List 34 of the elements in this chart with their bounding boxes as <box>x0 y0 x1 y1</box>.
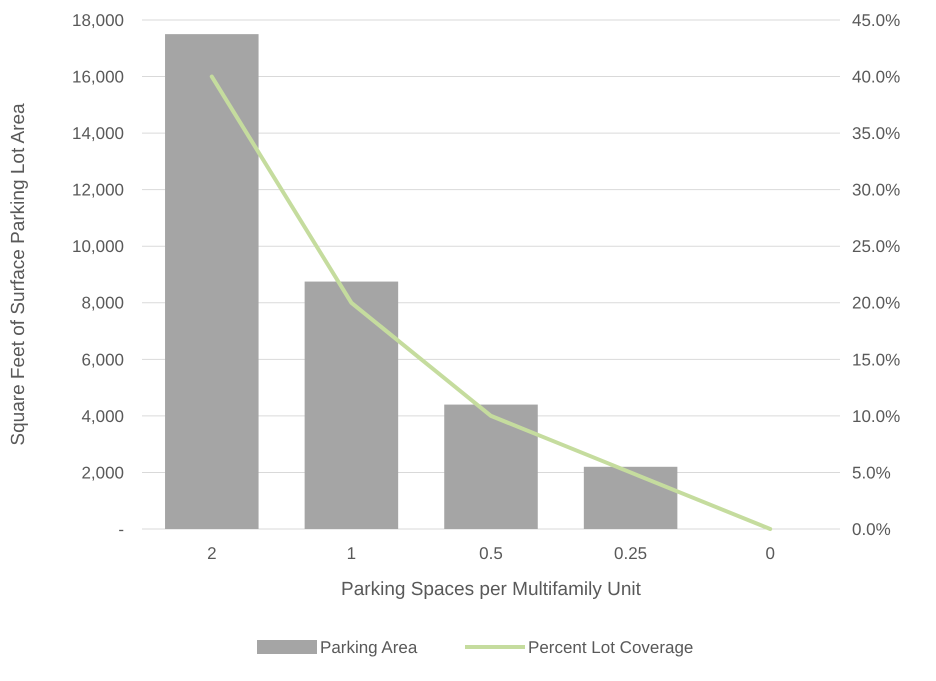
y-tick-label: 16,000 <box>72 68 124 87</box>
y2-tick-label: 35.0% <box>852 124 900 144</box>
y2-tick-label: 15.0% <box>852 350 900 370</box>
y2-tick-label: 5.0% <box>852 463 891 482</box>
y-tick-label: 8,000 <box>81 294 124 313</box>
bar <box>584 466 678 529</box>
y2-tick-label: 0.0% <box>852 520 891 539</box>
y2-tick-label: 30.0% <box>852 180 900 200</box>
bar <box>165 34 259 529</box>
x-axis-title: Parking Spaces per Multifamily Unit <box>341 579 642 600</box>
x-tick-label: 0.25 <box>614 544 648 563</box>
y-tick-label: 10,000 <box>72 237 124 256</box>
legend-label: Percent Lot Coverage <box>528 638 694 657</box>
y-tick-label: 14,000 <box>72 124 124 144</box>
y-tick-label: 12,000 <box>72 180 124 200</box>
bar <box>444 404 538 529</box>
legend-label: Parking Area <box>320 638 418 657</box>
x-tick-label: 0 <box>765 544 775 563</box>
y2-tick-label: 45.0% <box>852 10 900 30</box>
y2-tick-label: 25.0% <box>852 237 900 256</box>
x-tick-label: 2 <box>207 544 217 563</box>
line-series <box>210 74 772 531</box>
y-axis-title: Square Feet of Surface Parking Lot Area <box>8 102 29 446</box>
y2-tick-label: 20.0% <box>852 294 900 313</box>
y2-tick-label: 10.0% <box>852 406 900 426</box>
y-tick-label: 18,000 <box>72 10 124 30</box>
x-tick-label: 0.5 <box>479 544 503 563</box>
bar <box>304 282 398 529</box>
x-tick-label: 1 <box>346 544 356 563</box>
y2-tick-label: 40.0% <box>852 68 900 87</box>
y-tick-label: 6,000 <box>81 350 124 370</box>
y-tick-label: 4,000 <box>81 406 124 426</box>
y-tick-label: - <box>118 520 124 539</box>
y-tick-label: 2,000 <box>81 463 124 482</box>
